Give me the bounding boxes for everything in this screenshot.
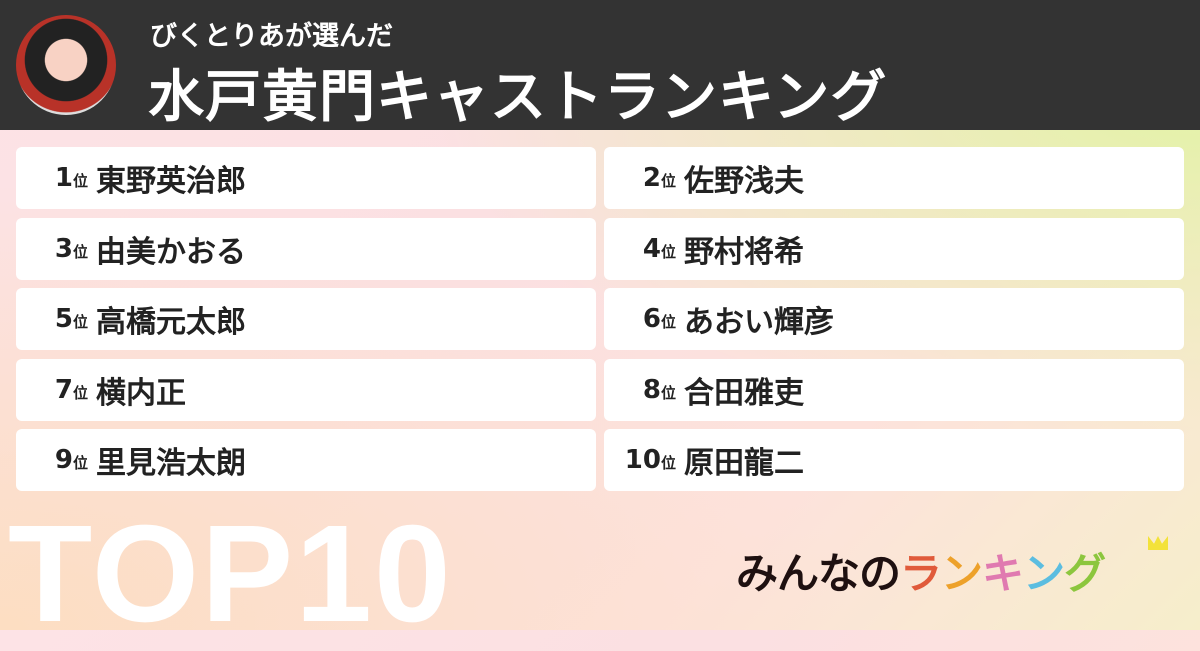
- top10-label: TOP10: [8, 497, 453, 651]
- logo-char: ン: [941, 549, 983, 598]
- rank-number: 1位: [54, 163, 88, 193]
- ranking-item[interactable]: 3位 由美かおる: [16, 217, 596, 280]
- site-logo: みんなのランキング: [736, 540, 1106, 601]
- ranking-item[interactable]: 10位 原田龍二: [604, 429, 1184, 491]
- logo-char: グ: [1064, 549, 1106, 598]
- ranking-item[interactable]: 5位 高橋元太郎: [16, 288, 596, 350]
- rank-number: 4位: [642, 233, 676, 264]
- cast-name: 佐野浅夫: [684, 164, 804, 199]
- rank-number: 8位: [642, 374, 676, 405]
- cast-name: 里見浩太朗: [96, 446, 246, 481]
- cast-name: 合田雅吏: [684, 375, 804, 411]
- ranking-item[interactable]: 2位 佐野浅夫: [604, 147, 1184, 209]
- ranking-item[interactable]: 6位 あおい輝彦: [604, 288, 1184, 350]
- rank-number: 3位: [54, 233, 88, 264]
- cast-name: 原田龍二: [684, 446, 804, 481]
- cast-name: 横内正: [96, 375, 186, 411]
- cast-name: 高橋元太郎: [96, 305, 246, 340]
- rank-number: 5位: [54, 304, 88, 334]
- cast-name: 由美かおる: [96, 234, 246, 270]
- logo-prefix: みんなの: [736, 549, 901, 598]
- page-title: 水戸黄門キャストランキング: [148, 65, 888, 130]
- cast-name: 野村将希: [684, 234, 804, 270]
- cast-name: 東野英治郎: [96, 164, 246, 199]
- user-avatar: [16, 15, 116, 115]
- cast-name: あおい輝彦: [684, 305, 834, 340]
- logo-char: キ: [982, 549, 1024, 598]
- ranking-item[interactable]: 8位 合田雅吏: [604, 358, 1184, 421]
- rank-number: 2位: [642, 163, 676, 193]
- ranking-item[interactable]: 4位 野村将希: [604, 217, 1184, 280]
- rank-number: 7位: [54, 374, 88, 405]
- ranking-item[interactable]: 9位 里見浩太朗: [16, 429, 596, 491]
- subtitle: びくとりあが選んだ: [150, 21, 393, 52]
- rank-number: 9位: [54, 445, 88, 475]
- rank-number: 10位: [624, 445, 676, 475]
- header: びくとりあが選んだ 水戸黄門キャストランキング: [0, 0, 1200, 130]
- logo-char: ン: [1023, 549, 1065, 598]
- logo-char: ラ: [900, 549, 942, 598]
- ranking-item[interactable]: 1位 東野英治郎: [16, 147, 596, 209]
- rank-number: 6位: [642, 304, 676, 334]
- ranking-item[interactable]: 7位 横内正: [16, 358, 596, 421]
